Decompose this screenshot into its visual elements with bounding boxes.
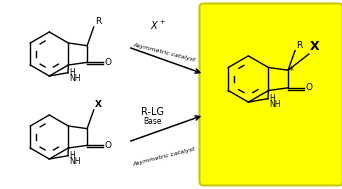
Text: H: H <box>269 94 275 103</box>
Text: NH: NH <box>69 157 81 166</box>
Text: NH: NH <box>69 74 81 83</box>
Text: $X^+$: $X^+$ <box>150 19 166 32</box>
Text: X: X <box>310 40 319 53</box>
Text: H: H <box>69 151 75 160</box>
Text: R: R <box>95 17 101 26</box>
Text: O: O <box>306 83 313 92</box>
Text: O: O <box>104 141 111 150</box>
Text: H: H <box>69 68 75 77</box>
Text: O: O <box>104 58 111 67</box>
Text: Base: Base <box>143 117 161 126</box>
Text: Asymmetric catalyst: Asymmetric catalyst <box>132 42 196 62</box>
Text: NH: NH <box>269 100 281 109</box>
Text: R: R <box>296 41 302 50</box>
Text: X: X <box>95 100 102 109</box>
Text: R-LG: R-LG <box>141 107 163 117</box>
FancyBboxPatch shape <box>199 4 342 185</box>
Text: Asymmetric catalyst: Asymmetric catalyst <box>132 147 196 167</box>
Text: *: * <box>289 66 293 76</box>
